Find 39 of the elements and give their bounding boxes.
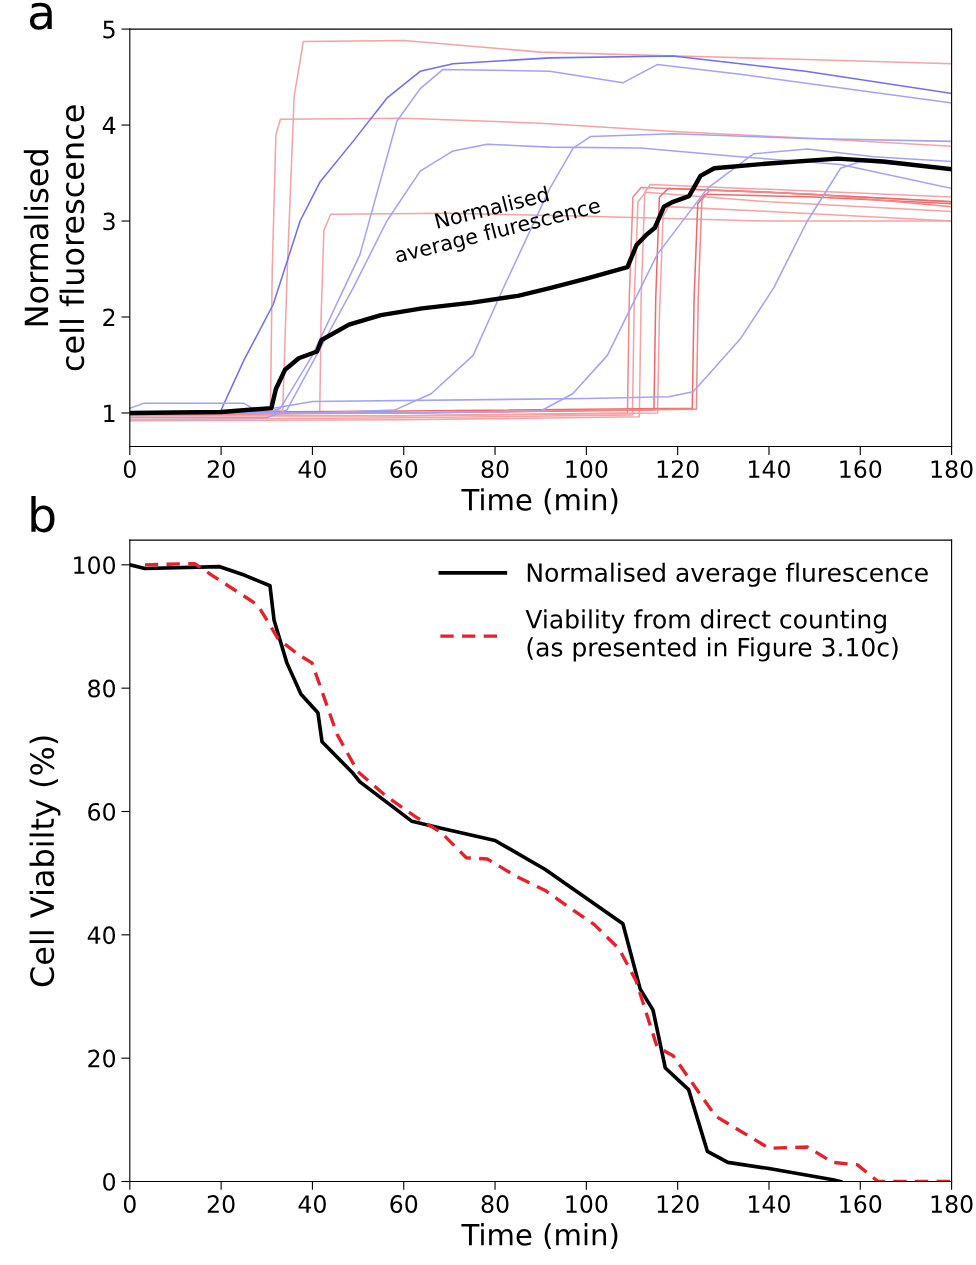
x-tick-label: 180 [931,460,973,479]
x-tick-label: 20 [207,460,235,479]
x-axis-title: Time (min) [461,488,618,515]
y-tick-label: 100 [74,556,116,575]
x-tick-label: 20 [207,1195,235,1213]
y-tick-label: 1 [104,404,115,422]
y-axis-title: Normalised cell fluorescence [23,105,85,371]
x-tick-label: 120 [657,460,699,479]
x-tick-label: 40 [298,460,326,479]
x-tick-label: 140 [749,460,790,479]
x-tick-label: 160 [840,460,882,479]
y-tick-label: 20 [88,1049,116,1068]
x-tick-label: 100 [566,460,608,479]
x-tick-label: 140 [749,1195,790,1213]
y-tick-label: 5 [103,20,115,39]
x-tick-label: 0 [123,1195,136,1213]
y-tick-label: 3 [103,212,115,231]
chart-title: b [31,495,55,533]
y-tick-label: 0 [103,1172,116,1191]
x-tick-label: 100 [566,1195,608,1213]
x-tick-label: 40 [298,1195,326,1213]
legend-label: Viability from direct counting (as presented in Figure 3.10c) [525,609,898,662]
y-axis-title: Cell Viabilty (%) [29,736,61,987]
x-tick-label: 60 [390,460,418,479]
y-tick-label: 2 [103,308,115,326]
legend-label: Normalised average flurescence [527,562,928,587]
x-tick-label: 80 [481,1195,509,1213]
x-tick-label: 80 [481,460,509,479]
y-tick-label: 40 [87,926,116,945]
y-tick-label: 60 [88,802,116,821]
x-tick-label: 0 [123,460,136,479]
chart-title: a [29,2,52,30]
x-tick-label: 120 [657,1195,699,1213]
x-tick-label: 180 [931,1195,973,1213]
x-tick-label: 160 [840,1195,882,1213]
x-tick-label: 60 [390,1195,418,1213]
x-axis-title: Time (min) [461,1223,618,1250]
y-tick-label: 80 [88,679,116,698]
y-tick-label: 4 [102,116,116,135]
